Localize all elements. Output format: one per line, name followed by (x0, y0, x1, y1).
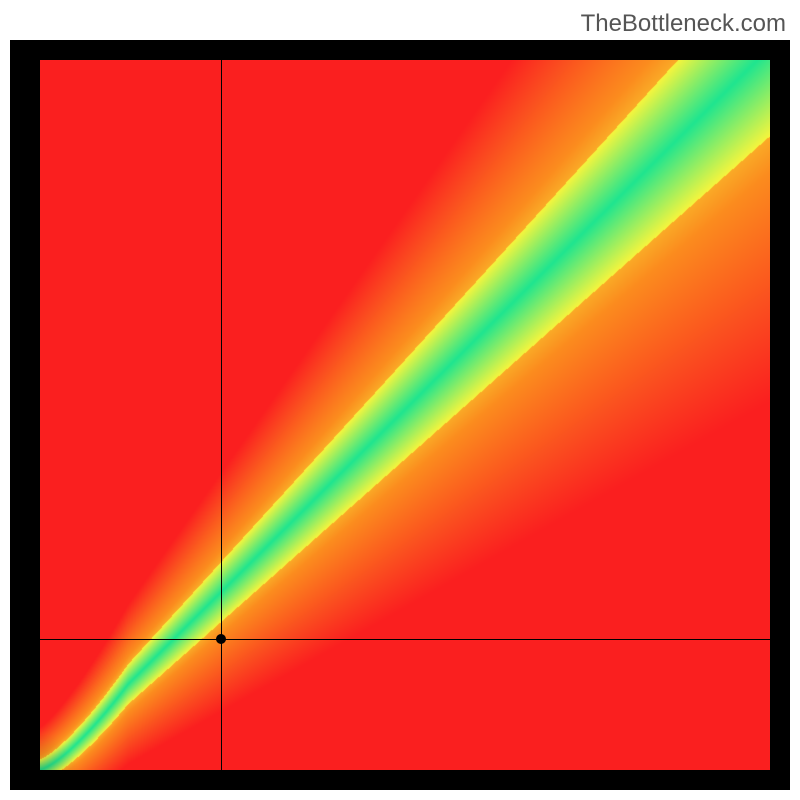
crosshair-vertical (221, 60, 222, 770)
chart-frame (10, 40, 790, 790)
crosshair-horizontal (40, 639, 770, 640)
crosshair-marker (216, 634, 226, 644)
branding-text: TheBottleneck.com (581, 10, 786, 38)
bottleneck-heatmap (40, 60, 770, 770)
chart-container: TheBottleneck.com (0, 0, 800, 800)
